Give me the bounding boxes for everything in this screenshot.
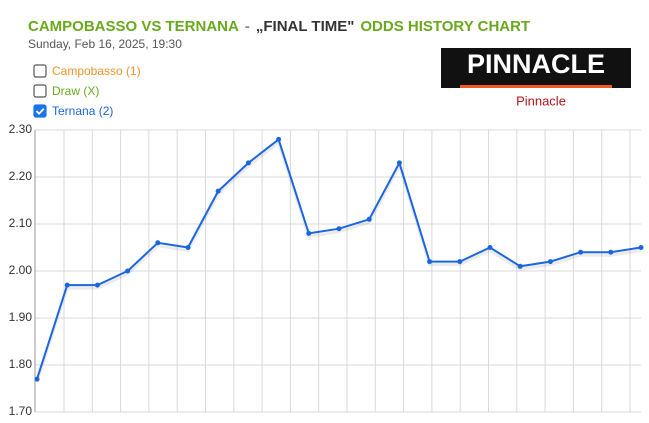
data-point	[125, 268, 131, 274]
chart-title: CAMPOBASSO VS TERNANA - „FINAL TIME" ODDS H…	[28, 18, 530, 35]
data-point	[276, 136, 282, 142]
legend-label: Draw (X)	[52, 84, 99, 98]
legend-checkbox[interactable]	[33, 64, 47, 78]
y-tick-label: 2.10	[9, 216, 33, 230]
y-tick-label: 1.80	[9, 357, 33, 371]
logo: PINNACLE Pinnacle	[441, 48, 631, 108]
data-point	[427, 259, 433, 265]
logo-stripe	[460, 85, 612, 88]
y-tick-label: 1.70	[9, 404, 33, 418]
title-part: ODDS HISTORY CHART	[360, 18, 530, 35]
data-point	[94, 282, 100, 288]
data-point	[457, 259, 463, 265]
plot: 1.70 1.80 1.90 2.00 2.10 2.20 2.30	[9, 122, 644, 418]
legend-checkbox[interactable]	[33, 104, 47, 118]
data-point	[306, 230, 312, 236]
data-point	[215, 188, 221, 194]
data-point	[34, 376, 40, 382]
logo-box	[441, 48, 631, 88]
legend-label: Campobasso (1)	[52, 64, 141, 78]
legend: Campobasso (1) Draw (X) Ternana (2)	[33, 64, 141, 118]
data-point	[396, 160, 402, 166]
logo-caption: Pinnacle	[516, 93, 566, 108]
legend-checkbox[interactable]	[33, 84, 47, 98]
data-point	[608, 249, 614, 255]
data-point	[155, 240, 161, 246]
title-part: „FINAL TIME"	[256, 18, 355, 35]
data-point	[487, 245, 493, 250]
data-point	[366, 216, 372, 222]
logo-text: PINNACLE	[467, 49, 605, 79]
y-tick-label: 2.30	[9, 122, 33, 136]
data-point	[64, 282, 70, 288]
line-shadow	[35, 139, 642, 383]
data-point	[336, 226, 342, 232]
y-tick-label: 2.00	[9, 263, 33, 277]
y-tick-label: 1.90	[9, 310, 33, 324]
y-tick-label: 2.20	[9, 169, 33, 183]
legend-check	[35, 108, 45, 116]
title-part: -	[245, 18, 250, 35]
data-point	[245, 160, 251, 166]
title-part: CAMPOBASSO VS TERNANA	[28, 18, 239, 35]
data-point	[185, 245, 191, 250]
data-point	[638, 245, 644, 250]
data-point	[517, 263, 523, 269]
legend-label: Ternana (2)	[52, 104, 113, 118]
data-point	[547, 259, 553, 265]
chart-subtitle: Sunday, Feb 16, 2025, 19:30	[28, 37, 182, 51]
data-point	[578, 249, 584, 255]
